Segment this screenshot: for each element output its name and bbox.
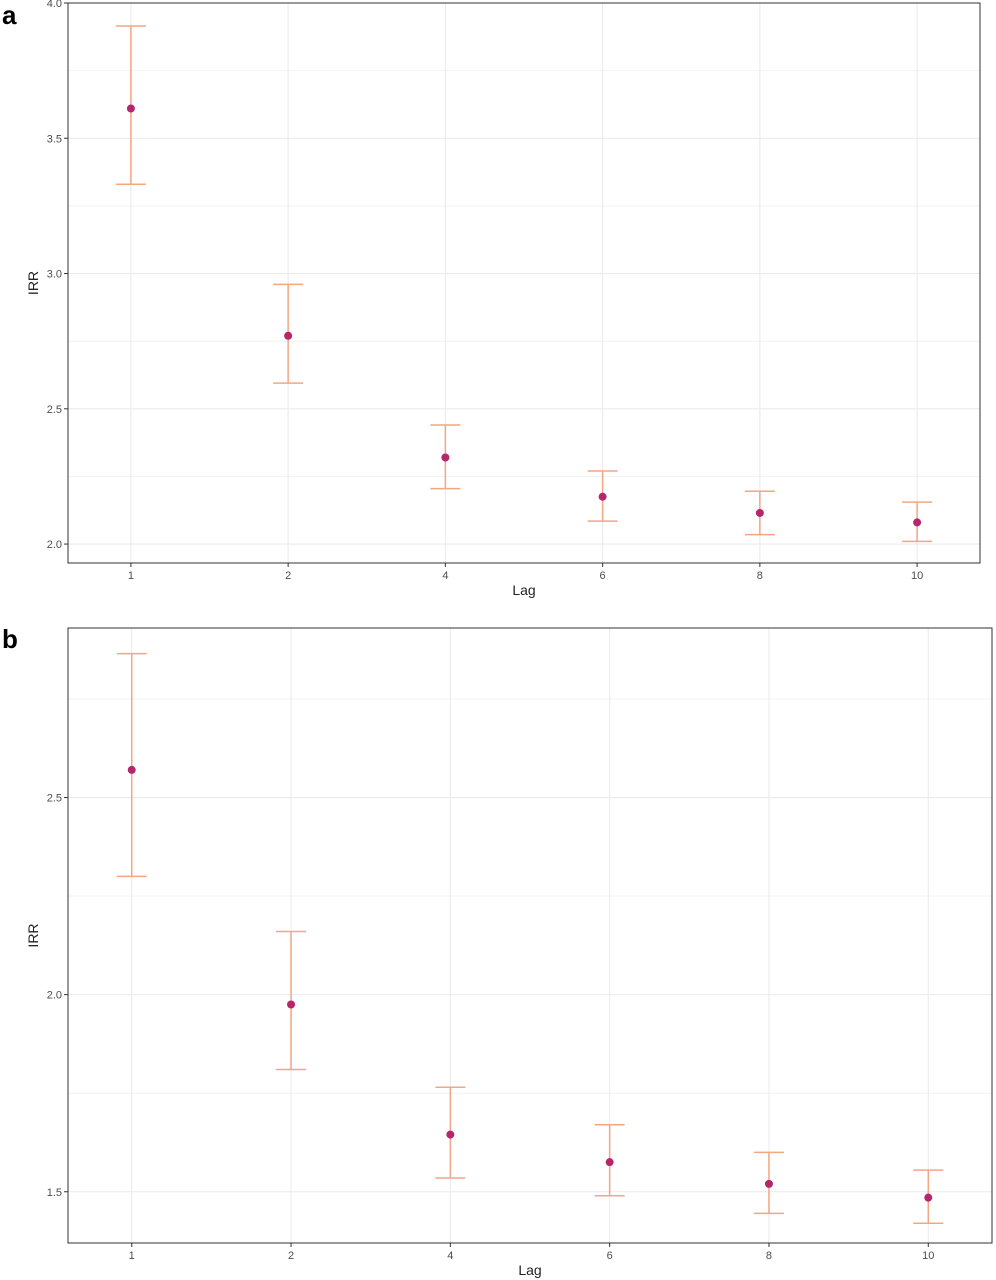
data-point	[284, 331, 293, 340]
x-tick-label: 8	[757, 570, 763, 582]
data-point	[126, 104, 135, 113]
data-point	[446, 1130, 455, 1139]
y-tick-label: 4.0	[47, 0, 62, 10]
x-tick-label: 10	[922, 1250, 934, 1262]
panel-a-y-axis-title: IRR	[25, 271, 41, 295]
y-tick-label: 3.0	[47, 269, 62, 281]
panel-a-ticks: 2.0 2.5 3.0 3.5 4.0 1 2 4 6 8 10	[47, 0, 924, 582]
panel-a: a 2.0 2.5 3.0 3.5 4.0 1 2 4 6 8 10 Lag IRR	[2, 0, 981, 598]
panel-b-label: b	[2, 624, 18, 654]
data-point	[287, 1000, 296, 1009]
y-tick-label: 2.5	[47, 404, 62, 416]
data-point	[127, 765, 136, 774]
panel-a-x-axis-title: Lag	[512, 582, 535, 598]
panel-a-plot-frame	[67, 2, 981, 564]
x-tick-label: 6	[607, 1250, 613, 1262]
panel-b-ticks: 1.5 2.0 2.5 1 2 4 6 8 10	[47, 793, 935, 1262]
panel-b-y-axis-title: IRR	[25, 923, 41, 947]
panel-a-grid	[68, 2, 980, 563]
data-point	[598, 492, 607, 501]
x-tick-label: 1	[128, 570, 134, 582]
y-tick-label: 3.5	[47, 133, 62, 145]
data-point	[913, 518, 922, 527]
x-tick-label: 10	[911, 570, 923, 582]
x-tick-label: 1	[129, 1250, 135, 1262]
data-point	[924, 1193, 933, 1202]
panel-b: b 1.5 2.0 2.5 1 2 4 6 8 10 Lag IRR	[2, 624, 993, 1278]
x-tick-label: 4	[447, 1250, 453, 1262]
x-tick-label: 4	[442, 570, 448, 582]
data-point	[605, 1158, 614, 1167]
y-tick-label: 1.5	[47, 1187, 62, 1199]
data-point	[755, 508, 764, 517]
x-tick-label: 6	[600, 570, 606, 582]
y-tick-label: 2.0	[47, 990, 62, 1002]
x-tick-label: 8	[766, 1250, 772, 1262]
panel-b-plot-frame	[67, 627, 993, 1244]
panel-b-marks	[116, 652, 944, 1225]
data-point	[764, 1179, 773, 1188]
panel-a-label: a	[2, 0, 17, 30]
panel-b-x-axis-title: Lag	[518, 1262, 541, 1278]
panel-a-marks	[115, 25, 933, 543]
data-point	[441, 453, 450, 462]
y-tick-label: 2.5	[47, 793, 62, 805]
x-tick-label: 2	[285, 570, 291, 582]
x-tick-label: 2	[288, 1250, 294, 1262]
panel-b-grid	[68, 628, 992, 1243]
y-tick-label: 2.0	[47, 539, 62, 551]
